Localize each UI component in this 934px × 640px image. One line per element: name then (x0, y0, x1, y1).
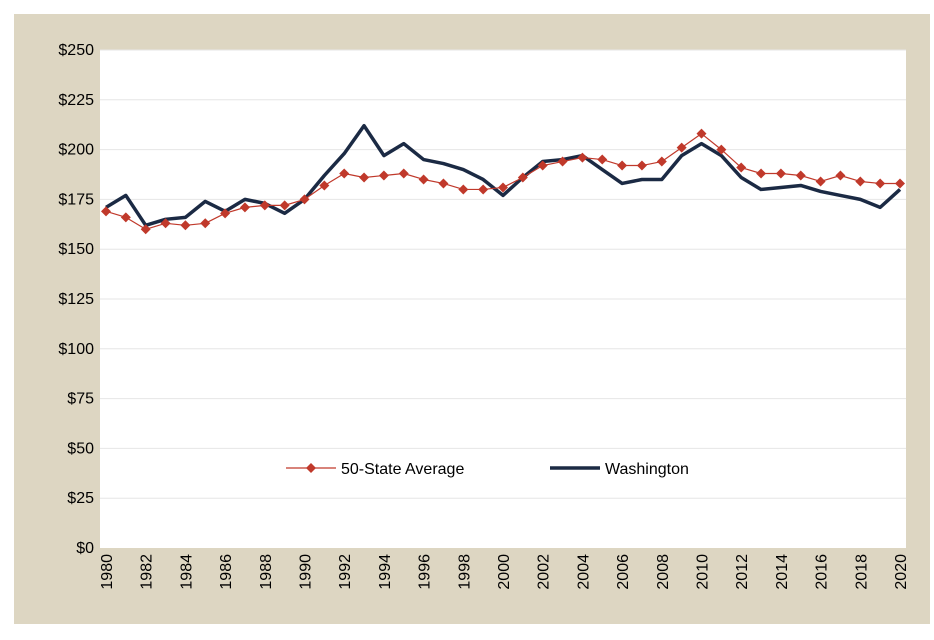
series-point (557, 156, 568, 167)
y-tick-label: $100 (58, 341, 94, 358)
series-point (577, 152, 588, 163)
series-point (378, 170, 389, 181)
series-point (835, 170, 846, 181)
series-point (299, 194, 310, 205)
series-point (200, 218, 211, 229)
series-point (339, 168, 350, 179)
series-point (537, 160, 548, 171)
legend: 50-State Average Washington (286, 461, 689, 478)
x-tick-label: 2002 (536, 554, 553, 590)
series-point (279, 200, 290, 211)
chart-frame: $0 $25 $50 $75 $100 $125 $150 $175 $200 $225 $250 … (14, 14, 930, 624)
x-tick-label: 1984 (178, 554, 195, 590)
y-tick-label: $0 (76, 540, 94, 557)
x-tick-label: 1980 (99, 554, 116, 590)
series-point (756, 168, 767, 179)
series-point (180, 220, 191, 231)
series-point (359, 172, 370, 183)
x-tick-label: 1988 (258, 554, 275, 590)
y-tick-label: $75 (67, 391, 94, 408)
series-point (220, 208, 231, 219)
x-tick-label: 2008 (655, 554, 672, 590)
series-point (875, 178, 886, 189)
y-tick-label: $175 (58, 191, 94, 208)
x-tick-label: 2010 (695, 554, 712, 590)
x-tick-label: 1994 (377, 554, 394, 590)
x-tick-label: 1992 (337, 554, 354, 590)
series-point (656, 156, 667, 167)
x-tick-label: 1982 (139, 554, 156, 590)
series-point (716, 144, 727, 155)
x-tick-label: 2020 (893, 554, 910, 590)
series-point (775, 168, 786, 179)
y-tick-label: $25 (67, 490, 94, 507)
series-point (120, 212, 131, 223)
line-chart: $0$25$50$75$100$125$150$175$200$225$250 … (58, 42, 910, 590)
x-tick-label: 2006 (615, 554, 632, 590)
x-tick-label: 2004 (575, 554, 592, 590)
series-point (438, 178, 449, 189)
series-point (478, 184, 489, 195)
series-point (398, 168, 409, 179)
x-tick-label: 2000 (496, 554, 513, 590)
y-tick-label: $150 (58, 241, 94, 258)
series-point (636, 160, 647, 171)
series-point (259, 200, 270, 211)
x-tick-label: 2012 (734, 554, 751, 590)
x-tick-label: 1996 (417, 554, 434, 590)
grid-lines (100, 49, 906, 499)
legend-marker-avg (306, 463, 316, 473)
series-point (617, 160, 628, 171)
series-point (895, 178, 905, 189)
series-point (239, 202, 250, 213)
x-tick-label: 1986 (218, 554, 235, 590)
series-point (160, 218, 171, 229)
series-point (319, 180, 330, 191)
y-tick-label: $50 (67, 440, 94, 457)
series-point (815, 176, 826, 187)
series-point (498, 182, 508, 193)
series-point (418, 174, 429, 185)
series-point (101, 206, 111, 217)
y-axis-ticks: $0 $25 $50 $75 $100 $125 $150 $175 $200 $225 $250 (58, 42, 94, 557)
legend-label-avg: 50-State Average (341, 461, 464, 478)
series-lines (101, 123, 905, 235)
series-point (795, 170, 806, 181)
x-tick-label: 1990 (298, 554, 315, 590)
y-tick-label: $225 (58, 92, 94, 109)
series-point (597, 154, 608, 165)
x-tick-label: 1998 (456, 554, 473, 590)
x-axis-ticks: 1980 1982 1984 1986 1988 1990 1992 1994 1996 1998… (99, 554, 910, 590)
series-point (517, 172, 528, 183)
x-tick-label: 2016 (814, 554, 831, 590)
series-point (458, 184, 469, 195)
x-tick-label: 2014 (774, 554, 791, 590)
series-point (855, 176, 866, 187)
series-point (736, 162, 747, 173)
series-point (140, 224, 151, 235)
series-point (676, 142, 687, 153)
y-tick-label: $200 (58, 142, 94, 159)
legend-label-wa: Washington (605, 461, 689, 478)
series-line-1 (105, 123, 902, 228)
x-tick-label: 2018 (853, 554, 870, 590)
y-tick-label: $125 (58, 291, 94, 308)
y-tick-label: $250 (58, 42, 94, 59)
series-point (696, 128, 707, 139)
